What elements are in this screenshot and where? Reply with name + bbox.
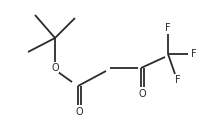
- Text: F: F: [175, 75, 181, 85]
- Text: O: O: [75, 107, 83, 117]
- Text: F: F: [191, 49, 197, 59]
- Text: O: O: [51, 63, 59, 73]
- Text: F: F: [165, 23, 171, 33]
- Text: O: O: [138, 89, 146, 99]
